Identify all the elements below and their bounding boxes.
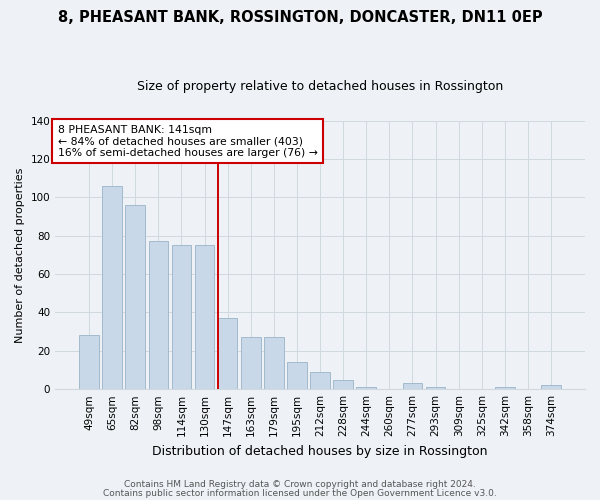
Text: Contains HM Land Registry data © Crown copyright and database right 2024.: Contains HM Land Registry data © Crown c… — [124, 480, 476, 489]
Bar — [287, 362, 307, 389]
Y-axis label: Number of detached properties: Number of detached properties — [15, 167, 25, 342]
Bar — [541, 386, 561, 389]
Bar — [403, 384, 422, 389]
Bar — [356, 388, 376, 389]
Text: Contains public sector information licensed under the Open Government Licence v3: Contains public sector information licen… — [103, 489, 497, 498]
Bar — [172, 246, 191, 389]
Bar — [310, 372, 330, 389]
Bar — [125, 205, 145, 389]
Bar — [149, 242, 168, 389]
Bar — [495, 388, 515, 389]
Bar — [264, 338, 284, 389]
Bar — [103, 186, 122, 389]
Title: Size of property relative to detached houses in Rossington: Size of property relative to detached ho… — [137, 80, 503, 93]
Text: 8, PHEASANT BANK, ROSSINGTON, DONCASTER, DN11 0EP: 8, PHEASANT BANK, ROSSINGTON, DONCASTER,… — [58, 10, 542, 25]
X-axis label: Distribution of detached houses by size in Rossington: Distribution of detached houses by size … — [152, 444, 488, 458]
Bar — [426, 388, 445, 389]
Bar — [79, 336, 99, 389]
Text: 8 PHEASANT BANK: 141sqm
← 84% of detached houses are smaller (403)
16% of semi-d: 8 PHEASANT BANK: 141sqm ← 84% of detache… — [58, 124, 317, 158]
Bar — [241, 338, 260, 389]
Bar — [195, 246, 214, 389]
Bar — [218, 318, 238, 389]
Bar — [334, 380, 353, 389]
